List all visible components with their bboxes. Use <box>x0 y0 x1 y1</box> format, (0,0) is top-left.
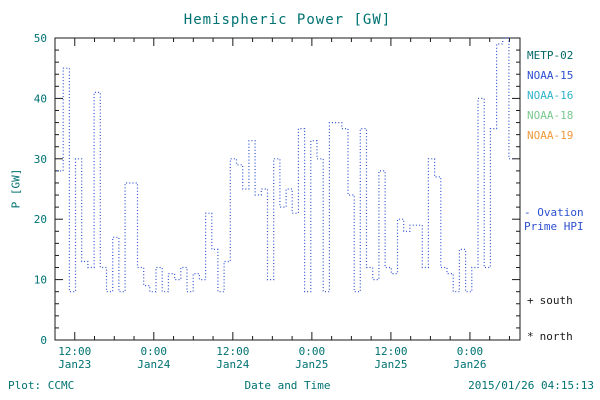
y-axis-label: P [GW] <box>9 168 23 209</box>
x-tick-date: Jan23 <box>58 358 91 371</box>
x-tick-date: Jan26 <box>453 358 486 371</box>
x-tick-date: Jan25 <box>374 358 407 371</box>
y-tick-label: 20 <box>34 213 47 226</box>
y-tick-label: 30 <box>34 153 47 166</box>
ovation-label-line2: Prime HPI <box>524 220 584 233</box>
x-tick-time: 12:00 <box>58 345 91 358</box>
x-tick-date: Jan24 <box>216 358 249 371</box>
x-tick-date: Jan24 <box>137 358 170 371</box>
chart-title: Hemispheric Power [GW] <box>183 12 392 28</box>
y-tick-label: 40 <box>34 92 47 105</box>
x-axis-label: Date and Time <box>244 379 331 392</box>
y-axis: 0 10 20 30 40 50 <box>34 32 520 347</box>
hpi-series-line <box>57 37 513 293</box>
satellite-legend: METP-02 NOAA-15 NOAA-16 NOAA-18 NOAA-19 <box>527 46 573 146</box>
legend-item-noaa-16: NOAA-16 <box>527 89 574 102</box>
x-tick-time: 0:00 <box>457 345 484 358</box>
y-tick-label: 10 <box>34 274 47 287</box>
x-axis: 12:00Jan230:00Jan2412:00Jan240:00Jan2512… <box>58 38 510 371</box>
legend-item-metp-02: METP-02 <box>527 49 574 62</box>
asterisk-marker-icon: * <box>527 330 534 343</box>
legend-item-noaa-15: NOAA-15 <box>527 69 574 82</box>
x-tick-time: 0:00 <box>299 345 326 358</box>
x-tick-time: 12:00 <box>374 345 407 358</box>
plot-frame <box>54 37 521 341</box>
south-marker-legend: + south <box>527 294 573 307</box>
x-tick-date: Jan25 <box>295 358 328 371</box>
y-tick-label: 50 <box>34 32 47 45</box>
x-tick-time: 0:00 <box>141 345 168 358</box>
north-marker-label: north <box>539 330 573 343</box>
x-tick-time: 12:00 <box>216 345 249 358</box>
legend-item-noaa-18: NOAA-18 <box>527 109 574 122</box>
plus-marker-icon: + <box>527 294 534 307</box>
north-marker-legend: * north <box>527 330 573 343</box>
y-tick-label: 0 <box>40 334 47 347</box>
legend-item-noaa-19: NOAA-19 <box>527 129 574 142</box>
plot-timestamp: 2015/01/26 04:15:13 <box>468 379 594 392</box>
ovation-prime-label: - Ovation Prime HPI <box>524 206 584 234</box>
ovation-label-line1: - Ovation <box>524 206 584 219</box>
plot-credit: Plot: CCMC <box>8 379 75 392</box>
south-marker-label: south <box>539 294 573 307</box>
